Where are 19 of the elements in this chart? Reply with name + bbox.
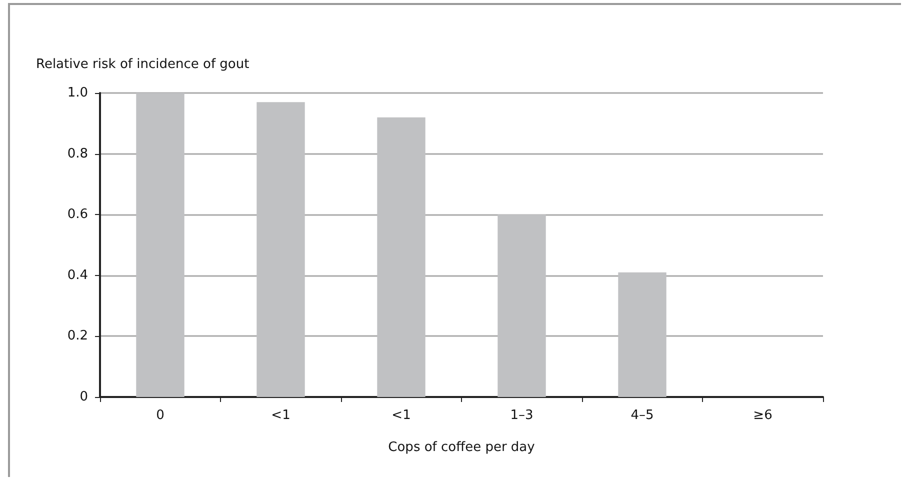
- bar: [136, 93, 184, 397]
- y-tick-label: 0: [80, 390, 88, 404]
- y-tick-label: 0.8: [67, 146, 88, 162]
- y-tick-label: 1.0: [67, 86, 88, 100]
- x-tick-label: <1: [271, 408, 290, 423]
- x-tick-label: 4–5: [630, 408, 654, 423]
- y-tick-label: 0.4: [67, 268, 88, 283]
- y-axis-title: Relative risk of incidence of gout: [36, 57, 250, 72]
- bar: [498, 214, 546, 397]
- x-tick-label: 1–3: [510, 408, 534, 423]
- x-tick-label: <1: [392, 408, 411, 423]
- bar: [256, 102, 305, 397]
- y-tick-label: 0.2: [67, 328, 88, 344]
- x-axis-title: Cops of coffee per day: [388, 440, 536, 455]
- bar: [377, 117, 426, 397]
- x-tick-label: ≥6: [753, 408, 772, 423]
- x-tick-label: 0: [156, 408, 164, 423]
- bar: [618, 272, 666, 397]
- y-tick-label: 0.6: [67, 207, 88, 222]
